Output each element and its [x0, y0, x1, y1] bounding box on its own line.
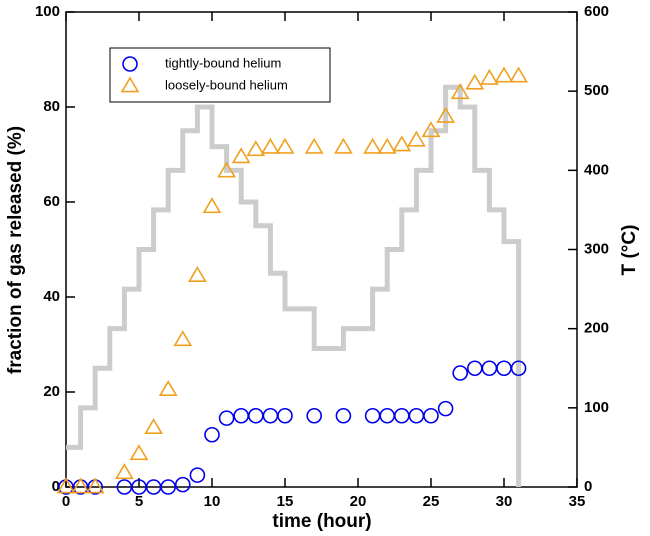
data-point	[363, 137, 382, 154]
data-point	[481, 360, 498, 377]
data-point	[261, 137, 280, 154]
data-point	[175, 476, 191, 493]
y2-tick-label: 0	[584, 478, 592, 495]
data-point	[421, 121, 441, 138]
data-point	[246, 140, 266, 157]
y2-tick-label: 200	[584, 320, 609, 337]
data-point	[71, 477, 90, 494]
data-point	[188, 266, 207, 283]
data-point	[407, 130, 426, 147]
data-point	[377, 137, 397, 154]
data-point	[423, 407, 439, 424]
data-point	[233, 407, 249, 424]
y-tick-label: 100	[35, 3, 60, 20]
y2-tick-label: 600	[584, 3, 609, 20]
data-point	[480, 68, 499, 85]
data-point	[304, 137, 324, 154]
y-tick-label: 80	[43, 98, 60, 115]
x-tick-label: 35	[569, 493, 586, 510]
y-tick-label: 20	[43, 383, 60, 400]
data-point	[158, 380, 178, 397]
data-point	[56, 477, 76, 494]
legend-label: tightly-bound helium	[165, 55, 281, 70]
y-tick-label: 0	[52, 478, 60, 495]
legend-marker	[122, 56, 138, 72]
data-point	[115, 463, 134, 480]
data-point	[85, 477, 105, 494]
data-point	[275, 137, 295, 154]
data-point	[202, 197, 222, 214]
data-point	[306, 407, 323, 424]
data-point	[189, 467, 206, 483]
data-point	[450, 83, 470, 100]
data-point	[466, 360, 483, 377]
y-tick-label: 60	[43, 193, 60, 210]
data-point	[494, 66, 514, 83]
legend-label: loosely-bound helium	[165, 77, 288, 92]
data-point	[231, 147, 251, 164]
x-tick-label: 15	[277, 493, 294, 510]
x-tick-label: 25	[423, 493, 440, 510]
data-point	[465, 73, 485, 90]
data-point	[392, 135, 412, 152]
y-axis-label: fraction of gas released (%)	[5, 126, 26, 374]
data-point	[436, 106, 455, 123]
legend-box	[109, 47, 331, 103]
x-tick-label: 20	[350, 493, 367, 510]
data-point	[218, 410, 235, 426]
data-point	[144, 418, 163, 435]
data-point	[204, 426, 220, 443]
x-axis-label: time (hour)	[272, 511, 371, 532]
x-tick-label: 5	[135, 493, 143, 510]
data-point	[277, 407, 293, 424]
data-point	[335, 407, 352, 424]
y2-tick-label: 500	[584, 82, 609, 99]
data-point	[334, 137, 353, 154]
x-tick-label: 30	[496, 493, 513, 510]
y2-axis-label: T (°C)	[619, 225, 640, 276]
data-point	[173, 330, 193, 347]
y2-tick-label: 400	[584, 161, 609, 178]
data-point	[217, 161, 236, 178]
data-point	[248, 407, 264, 424]
data-point	[364, 407, 381, 424]
data-point	[437, 400, 454, 417]
legend-marker	[120, 76, 140, 93]
data-point	[160, 479, 176, 495]
x-tick-label: 10	[204, 493, 221, 510]
data-point	[509, 66, 528, 83]
temperature-line	[66, 84, 522, 487]
data-point	[379, 407, 396, 424]
y-tick-label: 40	[43, 288, 60, 305]
y2-tick-label: 300	[584, 240, 609, 257]
data-point	[510, 360, 527, 377]
data-point	[262, 407, 279, 424]
data-point	[408, 407, 425, 424]
y2-tick-label: 100	[584, 399, 609, 416]
x-tick-label: 0	[62, 493, 70, 510]
data-point	[496, 360, 512, 377]
data-point	[129, 444, 149, 461]
data-point	[452, 365, 469, 381]
data-point	[393, 407, 410, 424]
